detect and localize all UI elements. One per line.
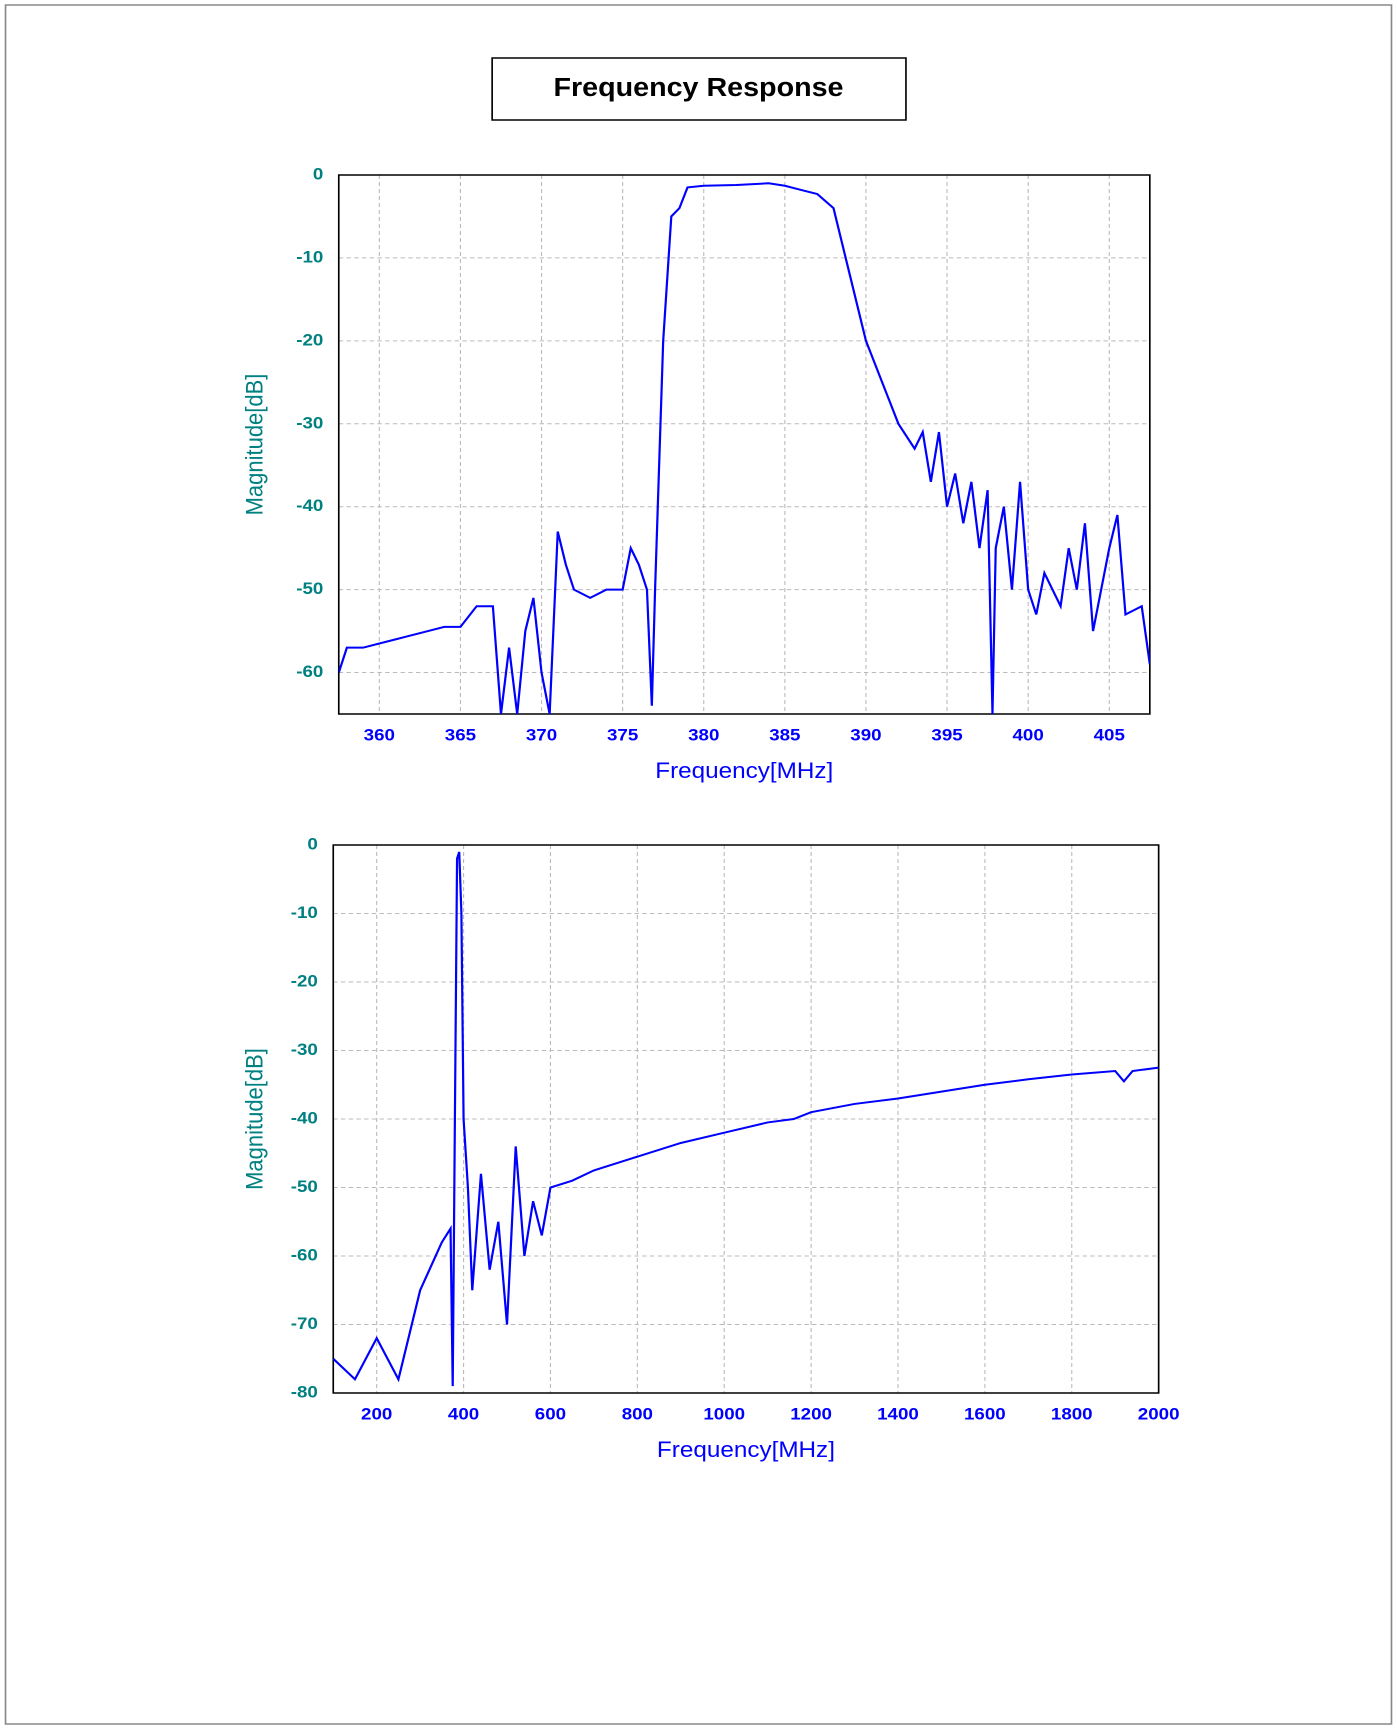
- data-line: [338, 182, 1150, 714]
- y-tick-label: -20: [291, 971, 318, 990]
- y-axis-label: Magnitude[dB]: [240, 374, 267, 516]
- y-tick-label: 0: [313, 164, 323, 183]
- plot-border: [332, 844, 1160, 1394]
- x-tick-label: 400: [1013, 725, 1044, 744]
- x-tick-label: 360: [364, 725, 395, 744]
- y-tick-label: 0: [307, 834, 317, 853]
- x-tick-label: 400: [448, 1404, 479, 1423]
- y-tick-label: -40: [291, 1108, 318, 1127]
- x-tick-label: 800: [622, 1404, 653, 1423]
- y-tick-label: -30: [291, 1040, 318, 1059]
- x-tick-label: 1400: [877, 1404, 919, 1423]
- x-tick-label: 395: [931, 725, 962, 744]
- x-axis-label: Frequency[MHz]: [655, 758, 833, 783]
- plot-area: [338, 175, 1150, 714]
- y-axis-label: Magnitude[dB]: [240, 1048, 267, 1190]
- y-tick-label: -30: [296, 413, 323, 432]
- y-tick-label: -40: [296, 496, 323, 515]
- y-tick-label: -60: [291, 1245, 318, 1264]
- x-tick-label: 2000: [1138, 1404, 1180, 1423]
- x-tick-label: 380: [688, 725, 719, 744]
- y-tick-label: -10: [296, 247, 323, 266]
- y-tick-label: -70: [291, 1314, 318, 1333]
- x-tick-label: 370: [526, 725, 557, 744]
- x-tick-label: 375: [607, 725, 638, 744]
- y-tick-label: -50: [291, 1177, 318, 1196]
- title-box: [491, 57, 907, 121]
- data-line: [333, 851, 1159, 1387]
- y-tick-label: -60: [296, 662, 323, 681]
- x-tick-label: 1600: [964, 1404, 1006, 1423]
- y-tick-label: -80: [291, 1382, 318, 1401]
- x-tick-label: 385: [769, 725, 800, 744]
- x-tick-label: 200: [361, 1404, 392, 1423]
- y-tick-label: -50: [296, 579, 323, 598]
- x-tick-label: 1200: [790, 1404, 832, 1423]
- x-tick-label: 600: [535, 1404, 566, 1423]
- x-axis-label: Frequency[MHz]: [657, 1437, 835, 1462]
- plot-border: [337, 174, 1151, 715]
- page-title: Frequency Response: [554, 72, 844, 101]
- x-tick-label: 365: [445, 725, 476, 744]
- x-tick-label: 405: [1094, 725, 1125, 744]
- y-tick-label: -20: [296, 330, 323, 349]
- y-tick-label: -10: [291, 903, 318, 922]
- x-tick-label: 1800: [1051, 1404, 1093, 1423]
- x-tick-label: 1000: [703, 1404, 745, 1423]
- x-tick-label: 390: [850, 725, 881, 744]
